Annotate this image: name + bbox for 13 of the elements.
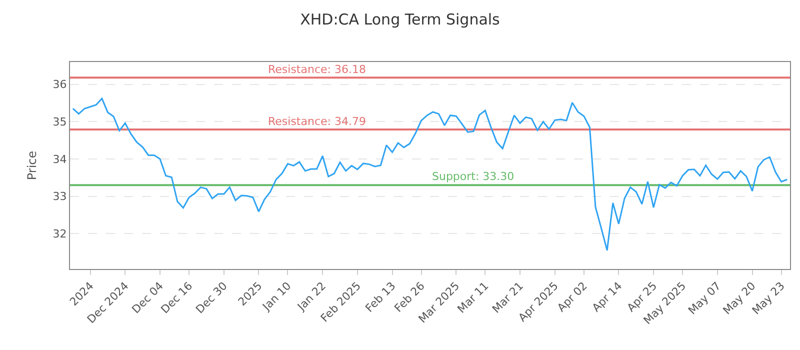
y-tick-label: 32 — [52, 227, 67, 240]
y-tick-label: 36 — [52, 78, 67, 92]
x-tick-label: Apr 14 — [590, 280, 625, 315]
chart-title: XHD:CA Long Term Signals — [300, 10, 500, 28]
y-tick-label: 33 — [52, 190, 67, 204]
ref-line-label: Support: 33.30 — [432, 170, 514, 183]
y-tick-label: 34 — [52, 152, 67, 166]
ref-line-label: Resistance: 34.79 — [268, 115, 366, 128]
x-tick-label: Dec 30 — [193, 280, 230, 316]
ref-line-label: Resistance: 36.18 — [268, 63, 366, 76]
y-tick-label: 35 — [52, 116, 67, 129]
line-series — [72, 98, 788, 252]
y-axis-title: Price — [25, 150, 39, 180]
